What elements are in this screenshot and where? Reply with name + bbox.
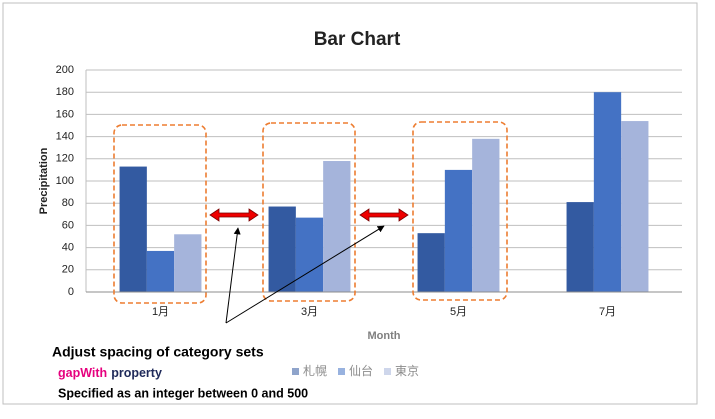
y-tick-label: 100: [56, 175, 74, 187]
y-tick-label: 180: [56, 86, 74, 98]
property-name: gapWith: [58, 366, 107, 380]
legend-swatch: [338, 368, 345, 375]
bar: [119, 166, 147, 292]
legend-label: 仙台: [349, 363, 373, 378]
y-tick-label: 80: [62, 197, 74, 209]
chart-title: Bar Chart: [314, 29, 401, 50]
bar: [593, 92, 622, 292]
y-axis-label: Precipitation: [38, 147, 50, 214]
y-tick-label: 120: [56, 153, 74, 165]
bar: [295, 217, 324, 292]
y-tick-label: 20: [62, 264, 74, 276]
bar: [146, 250, 175, 292]
legend-label: 札幌: [303, 363, 327, 378]
legend-label: 東京: [395, 364, 419, 378]
plot-area: 0 20 40 60 80 100 120 140 160 180 200 1月 3月 5月 7月: [56, 64, 682, 318]
annotation-property: gapWith property: [58, 366, 162, 380]
annotation-range: Specified as an integer between 0 and 50…: [58, 386, 308, 400]
bar: [268, 206, 296, 292]
bar: [472, 138, 500, 292]
pointer-line: [225, 225, 385, 324]
bar: [174, 234, 202, 292]
legend-swatch: [384, 368, 391, 375]
bar: [621, 121, 649, 292]
group-box: [412, 121, 508, 301]
x-axis-label: Month: [368, 330, 401, 342]
x-tick-label: 3月: [301, 306, 318, 318]
annotation-heading: Adjust spacing of category sets: [52, 344, 264, 360]
y-tick-label: 140: [56, 131, 74, 143]
pointer-line: [225, 227, 241, 324]
x-tick-label: 7月: [599, 306, 616, 318]
y-tick-label: 200: [56, 64, 74, 76]
x-tick-label: 5月: [450, 306, 467, 318]
legend: 札幌 仙台 東京: [292, 363, 419, 378]
y-tick-label: 160: [56, 108, 74, 120]
y-tick-label: 0: [68, 286, 74, 298]
bar: [323, 161, 351, 292]
highlight-boxes: [113, 121, 508, 304]
bar: [444, 169, 473, 292]
bar: [566, 202, 594, 292]
gap-arrow: [359, 208, 409, 222]
group-box: [113, 124, 207, 304]
gap-arrows: [209, 208, 409, 222]
y-tick-label: 60: [62, 219, 74, 231]
y-tick-label: 40: [62, 242, 74, 254]
legend-swatch: [292, 368, 299, 375]
x-tick-label: 1月: [152, 306, 169, 318]
group-box: [262, 122, 356, 302]
property-word: property: [111, 366, 162, 380]
gap-arrow: [209, 208, 259, 222]
bar: [417, 233, 445, 292]
